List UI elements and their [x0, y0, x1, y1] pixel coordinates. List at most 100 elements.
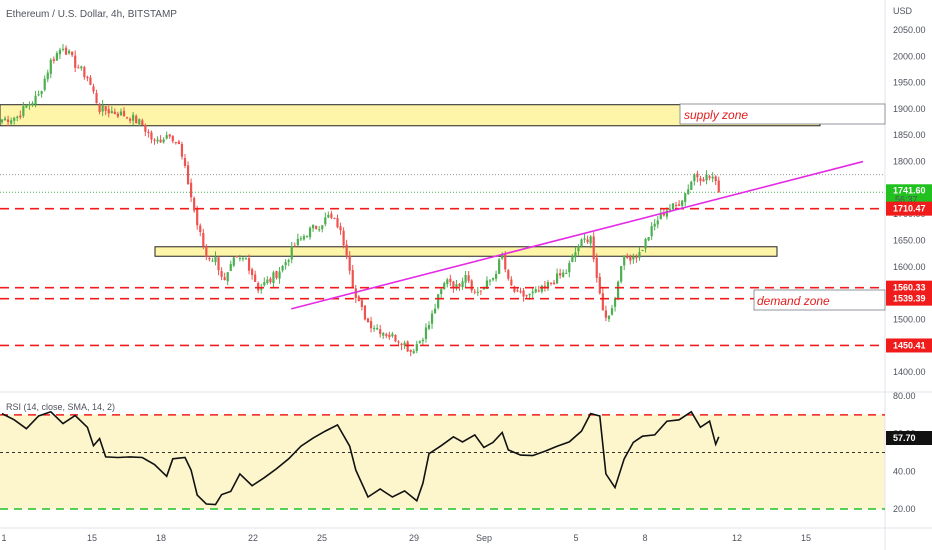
level-price-value: 1539.39 — [893, 294, 926, 304]
candle-body — [391, 333, 394, 337]
candle-body — [278, 271, 281, 279]
candle-body — [186, 165, 190, 185]
candle-body — [455, 284, 458, 289]
candle-body — [702, 179, 705, 182]
price-tick-label: 1850.00 — [893, 130, 926, 140]
candle-body — [519, 291, 522, 293]
candle-body — [113, 111, 116, 115]
price-tick-label: 1500.00 — [893, 314, 926, 324]
candle-body — [290, 246, 293, 260]
supply-zone-label: supply zone — [684, 108, 748, 122]
candle-body — [437, 294, 440, 308]
candle-body — [174, 141, 177, 143]
last-price-value: 1741.60 — [893, 185, 926, 195]
candle-body — [226, 272, 229, 282]
candle-body — [318, 229, 321, 231]
candle-body — [470, 280, 473, 291]
candle-body — [376, 328, 379, 330]
candle-body — [418, 341, 421, 343]
candle-body — [153, 139, 156, 141]
candle-body — [604, 310, 607, 318]
candle-body — [80, 66, 83, 69]
candle-body — [552, 282, 556, 284]
candle-body — [269, 278, 272, 283]
candle-body — [74, 55, 77, 68]
price-tick-label: 1950.00 — [893, 78, 926, 88]
candle-body — [299, 238, 302, 240]
candle-body — [339, 226, 342, 231]
candle-body — [540, 285, 543, 292]
candle-body — [351, 270, 354, 288]
candle-body — [647, 237, 650, 241]
candle-body — [385, 334, 388, 336]
candle-body — [659, 212, 662, 220]
candle-body — [571, 256, 574, 262]
candle-body — [635, 257, 638, 259]
candle-body — [263, 282, 266, 286]
candle-body — [205, 245, 208, 257]
candle-body — [565, 273, 568, 275]
candle-body — [16, 116, 19, 118]
candle-body — [0, 119, 4, 123]
price-tick-label: 1600.00 — [893, 262, 926, 272]
candle-body — [150, 132, 153, 140]
candle-body — [409, 349, 412, 352]
candle-body — [220, 271, 223, 277]
candle-body — [241, 258, 245, 260]
candle-body — [476, 291, 479, 293]
candle-body — [58, 49, 62, 55]
candle-body — [412, 351, 415, 354]
price-tick-label: 1400.00 — [893, 367, 926, 377]
time-tick-label: 18 — [156, 533, 166, 543]
candle-body — [34, 95, 37, 105]
candle-body — [217, 257, 220, 271]
rsi-value-tag — [886, 430, 932, 445]
candle-body — [52, 59, 55, 61]
candle-body — [95, 93, 98, 104]
supply-zone-callout — [679, 103, 886, 125]
time-tick-label: 22 — [248, 533, 258, 543]
candle-body — [379, 329, 382, 335]
candle-body — [693, 174, 696, 182]
candle-body — [101, 104, 104, 112]
candle-body — [168, 134, 171, 137]
candle-body — [363, 305, 367, 320]
candle-body — [305, 236, 309, 238]
candle-body — [528, 293, 531, 296]
candle-body — [235, 255, 238, 258]
candle-body — [556, 273, 559, 284]
candle-body — [327, 214, 330, 218]
candle-body — [467, 275, 470, 281]
candle-body — [77, 67, 80, 69]
candle-body — [7, 119, 10, 123]
candle-body — [592, 236, 595, 260]
candle-body — [141, 120, 144, 125]
candle-body — [135, 116, 138, 124]
candle-body — [406, 341, 409, 352]
price-tick-label: 2000.00 — [893, 51, 926, 61]
level-price-tag — [886, 280, 932, 295]
price-tick-label: 2050.00 — [893, 25, 926, 35]
candle-body — [360, 300, 363, 307]
candle-body — [537, 290, 540, 292]
candle-body — [342, 230, 345, 246]
candle-body — [452, 281, 455, 289]
time-tick-label: 8 — [642, 533, 647, 543]
candle-body — [488, 280, 492, 282]
candle-body — [43, 78, 46, 90]
candle-body — [449, 278, 452, 283]
candle-body — [400, 343, 403, 346]
candle-body — [272, 272, 275, 283]
last-price-tag — [886, 184, 932, 205]
candle-body — [296, 238, 299, 246]
candle-body — [598, 276, 601, 294]
candle-body — [37, 94, 40, 96]
candle-body — [254, 274, 257, 282]
candle-body — [333, 217, 336, 219]
time-tick-label: 29 — [409, 533, 419, 543]
candle-body — [348, 255, 351, 271]
candle-body — [247, 258, 251, 271]
time-tick-label: 12 — [732, 533, 742, 543]
candle-body — [617, 281, 620, 300]
